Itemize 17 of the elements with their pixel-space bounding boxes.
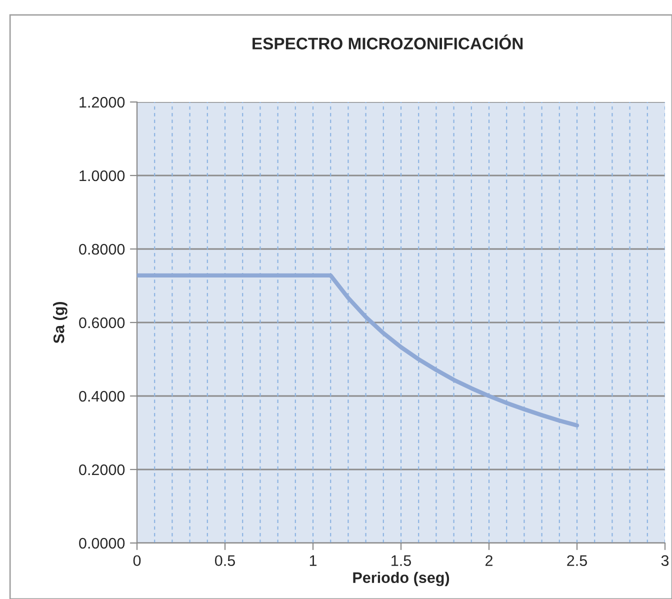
x-tick-label: 2	[486, 555, 492, 566]
x-tick-label: 0.5	[214, 555, 235, 566]
x-tick-label: 2.5	[567, 555, 587, 566]
x-tick-label: 1	[310, 555, 317, 566]
x-tick-label: 0	[133, 555, 141, 566]
y-tick-label: 1.0000	[80, 170, 125, 182]
chart-title: ESPECTRO MICROZONIFICACIÓN	[252, 34, 523, 50]
y-tick-label: 0.6000	[79, 317, 125, 328]
x-axis-title: Periodo (seg)	[353, 572, 450, 586]
y-tick-label: 0.0000	[79, 538, 125, 549]
y-tick-label: 1.2000	[80, 96, 125, 108]
y-axis-title: Sa (g)	[53, 302, 68, 344]
y-tick-label: 0.2000	[79, 464, 125, 476]
y-tick-label: 0.4000	[79, 390, 125, 402]
x-tick-label: 3	[661, 555, 669, 566]
y-tick-label: 0.8000	[79, 244, 125, 255]
x-tick-label: 1.5	[392, 555, 411, 566]
